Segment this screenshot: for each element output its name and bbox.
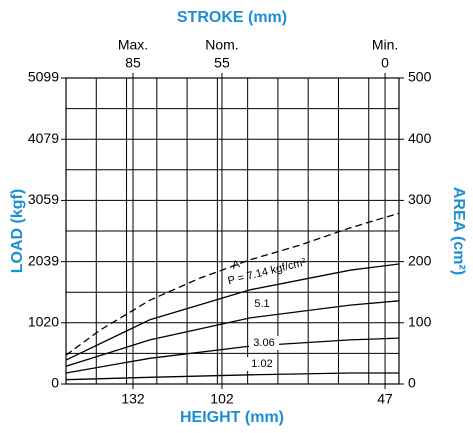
x-axis-title: HEIGHT (mm) <box>180 409 284 426</box>
y2-axis-title: AREA (cm²) <box>450 187 467 275</box>
x2-tick-label: 0 <box>381 55 389 71</box>
y-tick-label: 1020 <box>28 313 59 329</box>
y-tick-label: 0 <box>51 375 59 391</box>
y-tick-label: 2039 <box>28 252 59 268</box>
y-axis-title: LOAD (kgf) <box>9 189 26 273</box>
x-tick-label: 47 <box>377 391 393 407</box>
label-box <box>247 357 277 371</box>
label-box <box>249 336 279 350</box>
x2-tick-label: 85 <box>125 55 141 71</box>
curve <box>65 212 400 356</box>
curve-label: 3.06 <box>253 337 274 349</box>
curve <box>65 372 399 381</box>
x2-tick-note: Max. <box>118 37 148 53</box>
plot-frame <box>65 77 400 385</box>
y-tick-label: 5099 <box>28 69 59 85</box>
curve <box>65 263 400 361</box>
x2-tick-note: Nom. <box>205 37 238 53</box>
x-tick-label: 132 <box>121 391 145 407</box>
curve <box>65 337 400 374</box>
y-tick-label: 4079 <box>28 130 59 146</box>
y2-tick-label: 200 <box>408 252 432 268</box>
y2-tick-label: 500 <box>408 69 432 85</box>
curve-label: 5.1 <box>254 298 269 310</box>
x-tick-label: 102 <box>210 391 234 407</box>
x2-tick-label: 55 <box>214 55 230 71</box>
top-axis-title: STROKE (mm) <box>177 9 287 26</box>
curve <box>65 300 400 367</box>
y2-tick-label: 100 <box>408 314 432 330</box>
y2-tick-label: 0 <box>408 375 416 391</box>
y2-tick-label: 300 <box>408 191 432 207</box>
x2-tick-note: Min. <box>372 37 398 53</box>
curve-label: A <box>231 258 242 272</box>
y2-tick-label: 400 <box>408 130 432 146</box>
y-tick-label: 3059 <box>28 191 59 207</box>
curve-label: 1.02 <box>251 358 272 370</box>
